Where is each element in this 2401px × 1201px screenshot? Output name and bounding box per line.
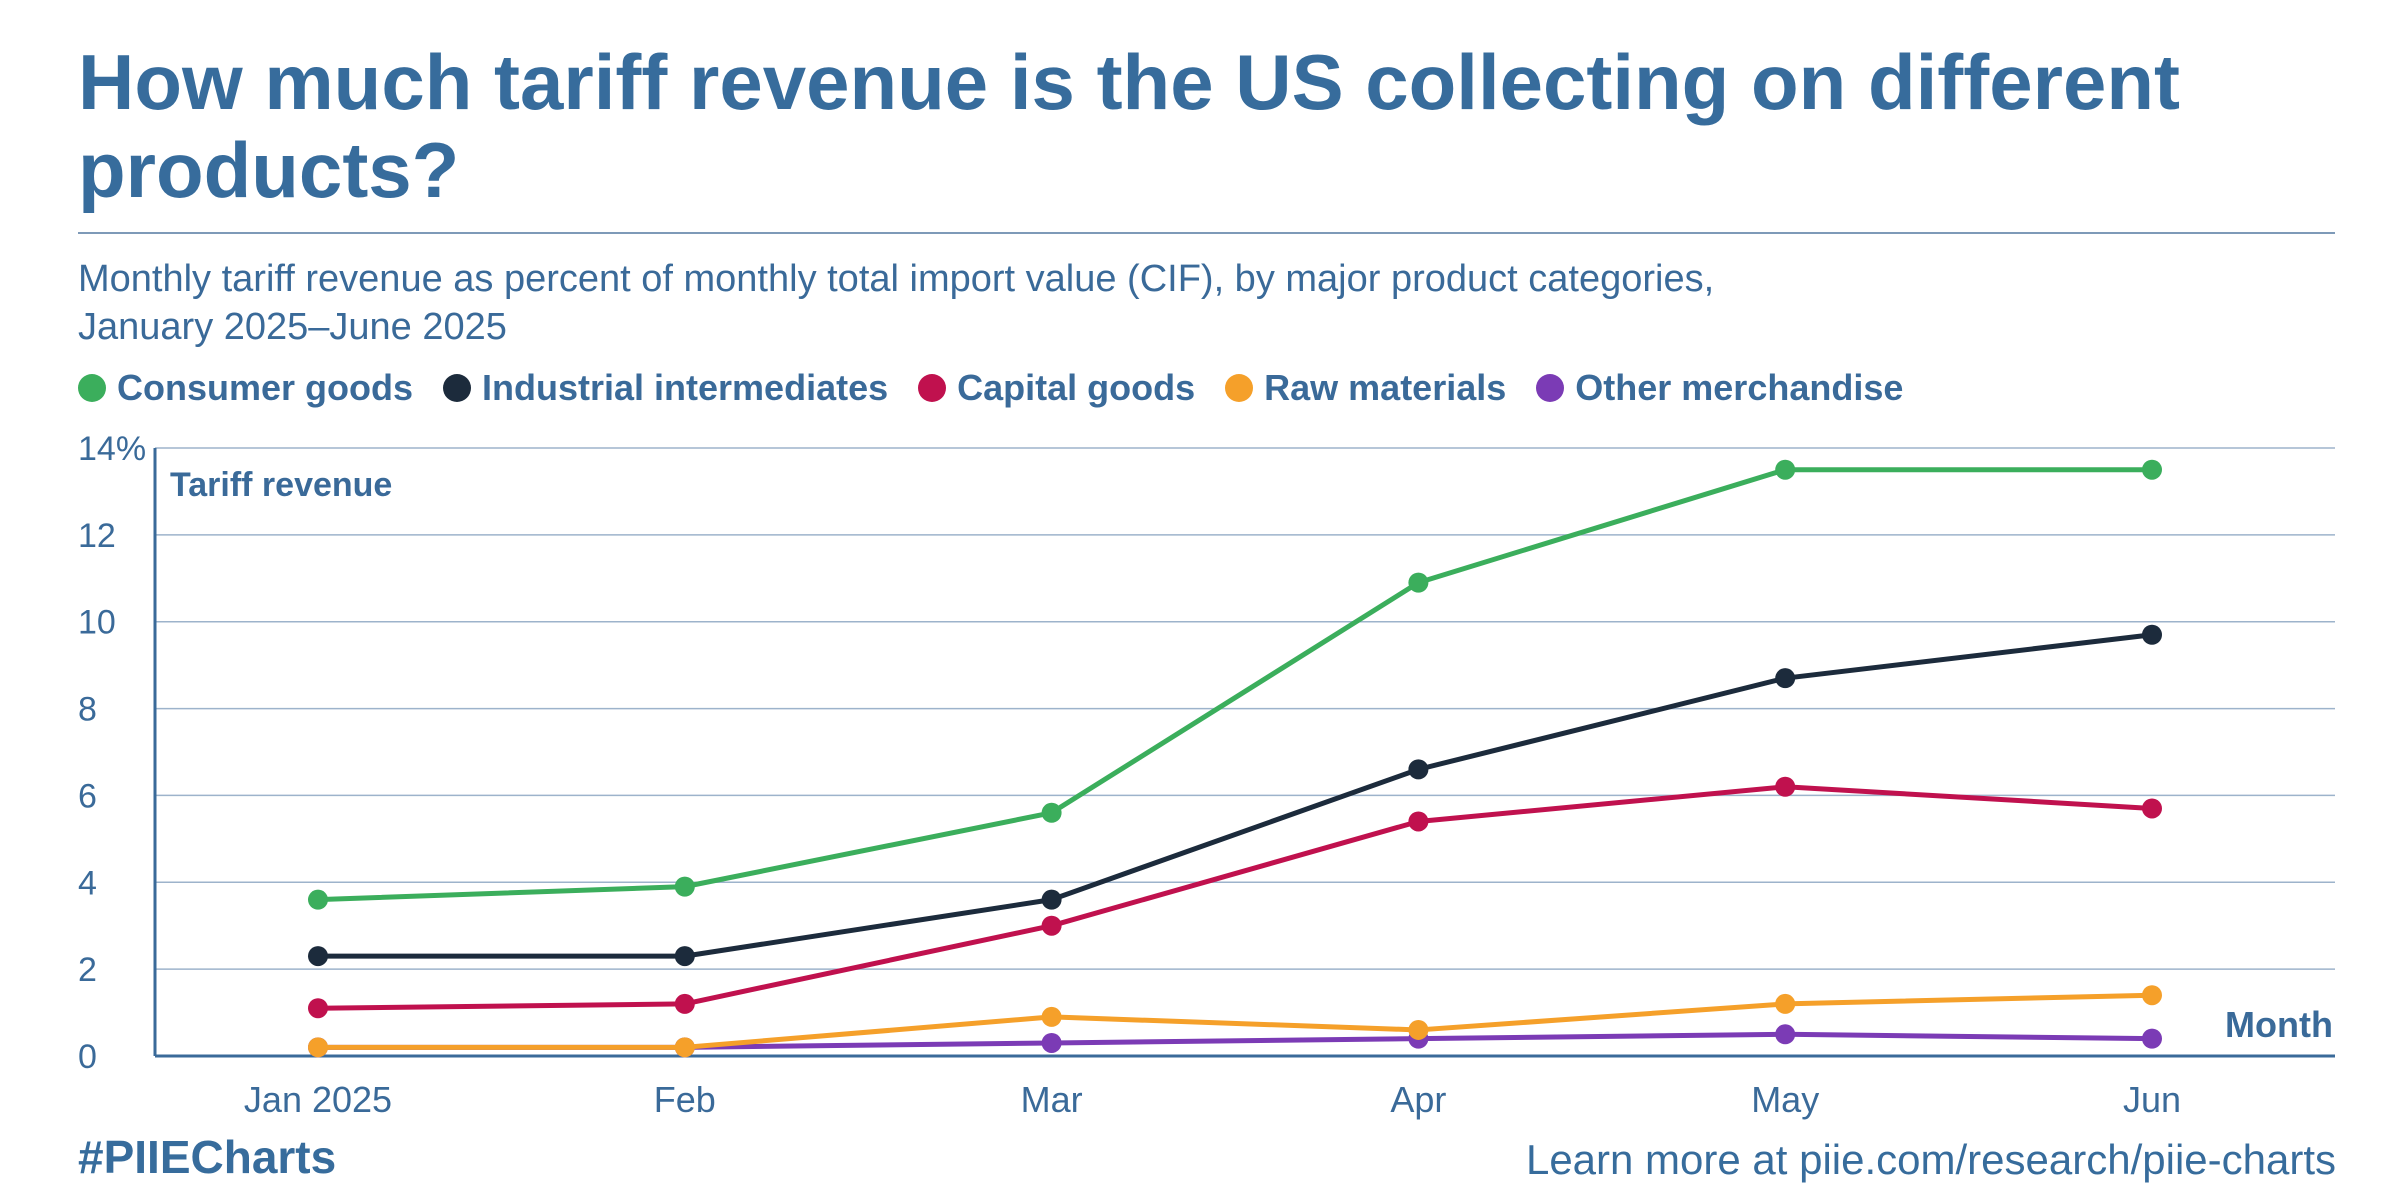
data-point-other-merchandise bbox=[1775, 1024, 1796, 1045]
legend-swatch-industrial-intermediates bbox=[443, 374, 472, 402]
x-tick-label: Jun bbox=[2123, 1079, 2181, 1120]
data-point-industrial-intermediates bbox=[1775, 668, 1796, 689]
y-tick-label: 0 bbox=[78, 1038, 97, 1076]
grid-lines bbox=[155, 447, 2335, 970]
legend-label-industrial-intermediates: Industrial intermediates bbox=[482, 367, 889, 408]
data-point-capital-goods bbox=[1041, 915, 1062, 936]
data-point-industrial-intermediates bbox=[1041, 889, 1062, 910]
data-point-raw-materials bbox=[674, 1037, 695, 1058]
legend-item-capital-goods: Capital goods bbox=[918, 367, 1195, 409]
data-point-consumer-goods bbox=[308, 889, 328, 910]
x-tick-label: Jan 2025 bbox=[244, 1079, 392, 1120]
x-tick-label: Apr bbox=[1390, 1079, 1446, 1120]
series-line-raw-materials bbox=[318, 992, 2153, 1050]
y-tick-label: 12 bbox=[78, 517, 116, 555]
series-lines bbox=[308, 459, 2162, 1058]
series-line-industrial-intermediates bbox=[318, 632, 2153, 959]
data-point-consumer-goods bbox=[1775, 459, 1796, 480]
data-point-industrial-intermediates bbox=[674, 946, 695, 967]
y-tick-label: 10 bbox=[78, 604, 116, 642]
legend-swatch-capital-goods bbox=[918, 374, 947, 402]
data-point-industrial-intermediates bbox=[1408, 759, 1429, 780]
x-axis-label: Month bbox=[2225, 1004, 2333, 1045]
legend-label-raw-materials: Raw materials bbox=[1264, 367, 1507, 408]
x-tick-label: Feb bbox=[654, 1079, 716, 1120]
series-line-consumer-goods bbox=[317, 467, 2152, 903]
data-point-raw-materials bbox=[2142, 985, 2162, 1006]
data-point-capital-goods bbox=[674, 993, 695, 1014]
chart-title: How much tariff revenue is the US collec… bbox=[78, 38, 2180, 214]
legend-item-consumer-goods: Consumer goods bbox=[78, 367, 413, 409]
data-point-capital-goods bbox=[308, 998, 328, 1019]
y-tick-label: 2 bbox=[78, 951, 97, 989]
data-point-raw-materials bbox=[1408, 1019, 1429, 1040]
data-point-raw-materials bbox=[308, 1037, 328, 1058]
data-point-consumer-goods bbox=[674, 876, 695, 897]
data-point-industrial-intermediates bbox=[308, 946, 328, 967]
legend-swatch-other-merchandise bbox=[1536, 374, 1565, 402]
data-point-industrial-intermediates bbox=[2142, 624, 2162, 645]
data-point-capital-goods bbox=[2142, 798, 2162, 819]
y-tick-label: 8 bbox=[78, 691, 97, 729]
data-point-capital-goods bbox=[1775, 776, 1796, 797]
legend-swatch-raw-materials bbox=[1225, 374, 1254, 402]
y-tick-label: 4 bbox=[78, 864, 97, 902]
legend-swatch-consumer-goods bbox=[78, 374, 106, 402]
footer-hashtag: #PIIECharts bbox=[78, 1131, 337, 1183]
y-tick-label: 14% bbox=[78, 430, 146, 468]
data-point-raw-materials bbox=[1775, 993, 1796, 1014]
y-tick-label: 6 bbox=[78, 777, 97, 815]
data-point-consumer-goods bbox=[2142, 459, 2162, 480]
data-point-capital-goods bbox=[1408, 811, 1429, 832]
subtitle-line-2: January 2025–June 2025 bbox=[78, 306, 507, 348]
chart-subtitle: Monthly tariff revenue as percent of mon… bbox=[78, 255, 2278, 351]
legend-label-capital-goods: Capital goods bbox=[957, 367, 1196, 408]
data-point-raw-materials bbox=[1041, 1006, 1062, 1027]
title-divider bbox=[78, 232, 2335, 234]
y-axis-label: Tariff revenue bbox=[170, 466, 392, 504]
data-point-other-merchandise bbox=[1041, 1032, 1062, 1053]
data-point-consumer-goods bbox=[1041, 802, 1062, 823]
axes: 0 2 4 6 8 10 12 14% Jan 2025 Feb Mar Apr May Jun bbox=[78, 430, 2335, 1120]
subtitle-line-1: Monthly tariff revenue as percent of mon… bbox=[78, 258, 1715, 300]
legend-item-raw-materials: Raw materials bbox=[1225, 367, 1506, 409]
data-point-other-merchandise bbox=[2142, 1028, 2162, 1049]
x-tick-label: May bbox=[1751, 1079, 1819, 1120]
legend-label-other-merchandise: Other merchandise bbox=[1575, 367, 1904, 408]
legend-item-industrial-intermediates: Industrial intermediates bbox=[443, 367, 888, 409]
legend-label-consumer-goods: Consumer goods bbox=[117, 367, 414, 408]
x-tick-label: Mar bbox=[1021, 1079, 1083, 1120]
legend-item-other-merchandise: Other merchandise bbox=[1536, 367, 1903, 409]
chart-legend: Consumer goods Industrial intermediates … bbox=[78, 367, 1933, 409]
series-line-capital-goods bbox=[317, 784, 2153, 1011]
data-point-consumer-goods bbox=[1408, 572, 1429, 593]
footer-link[interactable]: Learn more at piie.com/research/piie-cha… bbox=[1525, 1136, 2336, 1183]
